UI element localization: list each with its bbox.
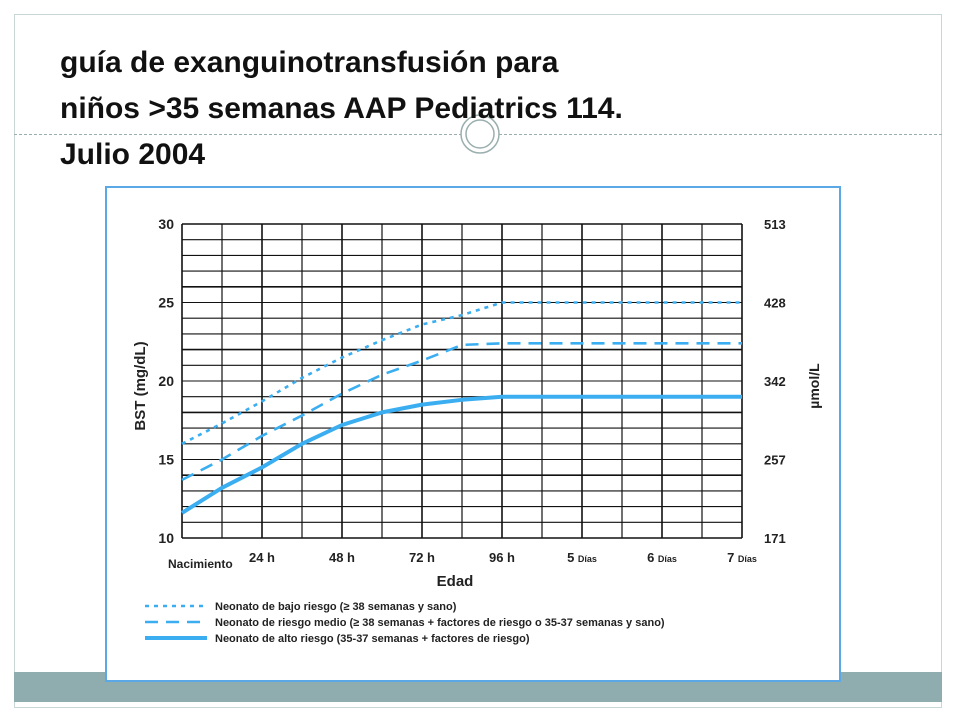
y-tick-label: 30 — [158, 216, 174, 232]
x-axis-label: Edad — [437, 573, 474, 590]
series-line-dotted — [181, 301, 742, 445]
y-right-tick-label: 513 — [764, 217, 786, 232]
left-axis: 10 15 20 25 30 — [158, 216, 174, 546]
legend-label: Neonato de alto riesgo (35-37 semanas + … — [215, 633, 530, 645]
y-right-tick-label: 171 — [764, 531, 786, 546]
slide-frame — [14, 14, 942, 708]
legend-label: Neonato de riesgo medio (≥ 38 semanas + … — [215, 617, 665, 629]
slide-title: guía de exanguinotransfusión para niños … — [60, 40, 900, 178]
legend-label: Neonato de bajo riesgo (≥ 38 semanas y s… — [215, 601, 457, 613]
chart-panel: 10 15 20 25 30 171 257 342 428 513 Nacimiento 24 … — [105, 186, 841, 682]
x-tick-label: 6 Días — [647, 550, 677, 565]
y-tick-label: 10 — [158, 530, 174, 546]
y-tick-label: 15 — [158, 452, 174, 468]
x-tick-label: 72 h — [409, 550, 435, 565]
y-right-tick-label: 428 — [764, 296, 786, 311]
x-tick-label: 48 h — [329, 550, 355, 565]
y-tick-label: 20 — [158, 373, 174, 389]
x-tick-label: Nacimiento — [168, 557, 233, 571]
bilirubin-chart: 10 15 20 25 30 171 257 342 428 513 Nacimiento 24 … — [132, 216, 822, 645]
x-axis: Nacimiento 24 h 48 h 72 h 96 h 5 Días 6 Días 7 … — [168, 550, 757, 571]
y-right-tick-label: 257 — [764, 453, 786, 468]
slide-title-line-3: Julio 2004 — [60, 138, 206, 171]
x-tick-label: 96 h — [489, 550, 515, 565]
grid — [181, 223, 743, 539]
x-tick-label: 5 Días — [567, 550, 597, 565]
slide-title-line-1: guía de exanguinotransfusión para — [60, 46, 559, 79]
divider-ornament — [460, 114, 500, 154]
y-tick-label: 25 — [158, 295, 174, 311]
y-axis-label: BST (mg/dL) — [132, 341, 149, 430]
series-lines — [180, 301, 742, 515]
y-axis-right-label: µmol/L — [806, 363, 822, 409]
y-right-tick-label: 342 — [764, 374, 786, 389]
slide-title-line-2: niños >35 semanas AAP Pediatrics 114. — [60, 92, 623, 125]
x-tick-label: 24 h — [249, 550, 275, 565]
legend: Neonato de bajo riesgo (≥ 38 semanas y s… — [145, 601, 665, 645]
x-tick-label: 7 Días — [727, 550, 757, 565]
series-line-dashed — [181, 342, 742, 482]
series-line-solid — [180, 394, 742, 515]
right-axis: 171 257 342 428 513 — [764, 217, 786, 546]
